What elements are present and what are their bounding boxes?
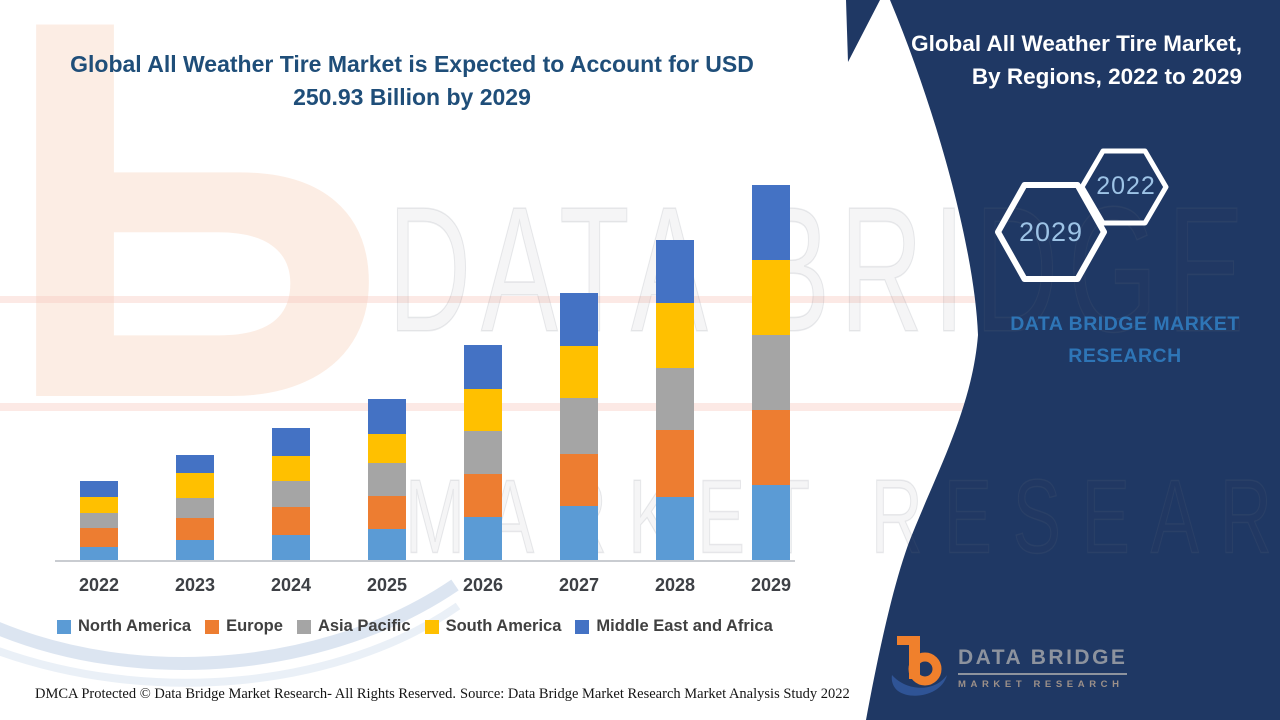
bar-segment-2026-south-america — [464, 388, 502, 431]
bar-segment-2026-middle-east-and-africa — [464, 344, 502, 389]
bar-segment-2023-middle-east-and-africa — [176, 454, 214, 474]
x-axis-label-2027: 2027 — [558, 575, 600, 595]
x-axis-line — [55, 560, 795, 562]
x-axis-label-2026: 2026 — [462, 575, 504, 595]
bar-segment-2027-south-america — [560, 346, 598, 399]
bar-segment-2029-middle-east-and-africa — [752, 185, 790, 260]
bar-segment-2025-asia-pacific — [368, 463, 406, 496]
bar-segment-2024-europe — [272, 506, 310, 536]
bar-segment-2028-asia-pacific — [656, 368, 694, 430]
bar-segment-2027-europe — [560, 454, 598, 507]
bar-segment-2029-asia-pacific — [752, 334, 790, 410]
bar-segment-2029-south-america — [752, 259, 790, 335]
legend-label: Europe — [226, 617, 283, 635]
legend-item-south-america: South America — [424, 617, 562, 636]
legend-swatch-icon — [296, 619, 311, 634]
legend-label: North America — [78, 617, 192, 635]
legend-label: South America — [445, 617, 562, 635]
bar-segment-2026-asia-pacific — [464, 430, 502, 474]
panel-corner-sliver — [846, 0, 880, 62]
hexagon-badges — [995, 148, 1169, 282]
legend-label: Middle East and Africa — [596, 617, 773, 635]
x-axis-labels: 2022 2023 2024 2025 2026 2027 2028 2029 — [55, 575, 795, 599]
footer: DMCA Protected © Data Bridge Market Rese… — [35, 686, 1245, 703]
legend-item-middle-east-and-africa: Middle East and Africa — [575, 617, 773, 636]
bar-segment-2026-north-america — [464, 517, 502, 560]
background-swoosh-arc-icon — [0, 579, 461, 687]
chart-headline: Global All Weather Tire Market is Expect… — [70, 51, 754, 110]
x-axis-label-2029: 2029 — [750, 575, 792, 595]
chart-legend: North America Europe Asia Pacific South Ame… — [57, 617, 773, 636]
panel-title: Global All Weather Tire Market, By Regio… — [822, 27, 1242, 93]
bar-segment-2027-asia-pacific — [560, 398, 598, 455]
bar-segment-2025-south-america — [368, 434, 406, 464]
logo-text: DATA BRIDGE MARKET RESEARCH — [958, 646, 1128, 690]
bar-segment-2029-europe — [752, 409, 790, 485]
bar-segment-2028-middle-east-and-africa — [656, 239, 694, 303]
bar-segment-2023-asia-pacific — [176, 498, 214, 518]
bar-segment-2024-north-america — [272, 535, 310, 560]
bar-segment-2022-south-america — [80, 496, 118, 514]
data-bridge-logo: DATA BRIDGE MARKET RESEARCH — [888, 633, 1128, 697]
bar-segment-2022-asia-pacific — [80, 513, 118, 528]
bar-segment-2027-north-america — [560, 506, 598, 560]
source-note: Source: Data Bridge Market Research Mark… — [460, 686, 850, 702]
background-stripe — [0, 296, 985, 303]
data-bridge-logo-icon — [891, 636, 947, 696]
bar-segment-2026-europe — [464, 473, 502, 518]
bar-segment-2024-asia-pacific — [272, 480, 310, 507]
bar-segment-2023-north-america — [176, 539, 214, 560]
bar-segment-2023-south-america — [176, 473, 214, 499]
bar-segment-2024-south-america — [272, 456, 310, 481]
bar-segment-2028-south-america — [656, 302, 694, 369]
bar-segment-2027-middle-east-and-africa — [560, 292, 598, 346]
hexagon-year-2029: 2029 — [1018, 217, 1084, 247]
bar-segment-2025-middle-east-and-africa — [368, 399, 406, 435]
bar-segment-2024-middle-east-and-africa — [272, 428, 310, 456]
logo-brand-name: DATA BRIDGE — [958, 646, 1128, 675]
bar-segment-2022-middle-east-and-africa — [80, 480, 118, 497]
bar-segment-2022-europe — [80, 527, 118, 547]
legend-swatch-icon — [575, 619, 590, 634]
hexagon-year-2022: 2022 — [1096, 172, 1156, 200]
brand-caption: DATA BRIDGE MARKET RESEARCH — [1010, 313, 1240, 367]
legend-item-europe: Europe — [205, 617, 283, 636]
x-axis-label-2028: 2028 — [654, 575, 696, 595]
hexagon-2029-icon — [995, 182, 1107, 282]
bar-segment-2028-north-america — [656, 496, 694, 560]
x-axis-label-2024: 2024 — [270, 575, 312, 595]
bar-segment-2022-north-america — [80, 546, 118, 560]
legend-item-north-america: North America — [57, 617, 191, 636]
panel-background — [866, 0, 1280, 720]
x-axis-label-2023: 2023 — [174, 575, 216, 595]
bar-segment-2028-europe — [656, 430, 694, 497]
background-brand-b-watermark-icon: Ь — [0, 0, 389, 511]
bar-segment-2025-north-america — [368, 529, 406, 560]
bar-segment-2023-europe — [176, 517, 214, 540]
panel-title-line2: By Regions, 2022 to 2029 — [971, 64, 1242, 89]
legend-swatch-icon — [424, 619, 439, 634]
legend-item-asia-pacific: Asia Pacific — [296, 617, 411, 636]
bar-segment-2025-europe — [368, 495, 406, 530]
bars-area — [55, 185, 795, 560]
panel-title-line1: Global All Weather Tire Market, — [911, 31, 1242, 56]
logo-brand-subtitle: MARKET RESEARCH — [958, 679, 1124, 690]
stacked-bar-chart: 2022 2023 2024 2025 2026 2027 2028 2029 North A… — [55, 185, 795, 636]
x-axis-label-2022: 2022 — [78, 575, 120, 595]
bar-segment-2029-north-america — [752, 484, 790, 560]
dmca-notice: DMCA Protected © Data Bridge Market Rese… — [35, 686, 456, 702]
legend-swatch-icon — [205, 619, 220, 634]
legend-swatch-icon — [57, 619, 71, 634]
x-axis-label-2025: 2025 — [366, 575, 408, 595]
legend-label: Asia Pacific — [317, 617, 411, 635]
